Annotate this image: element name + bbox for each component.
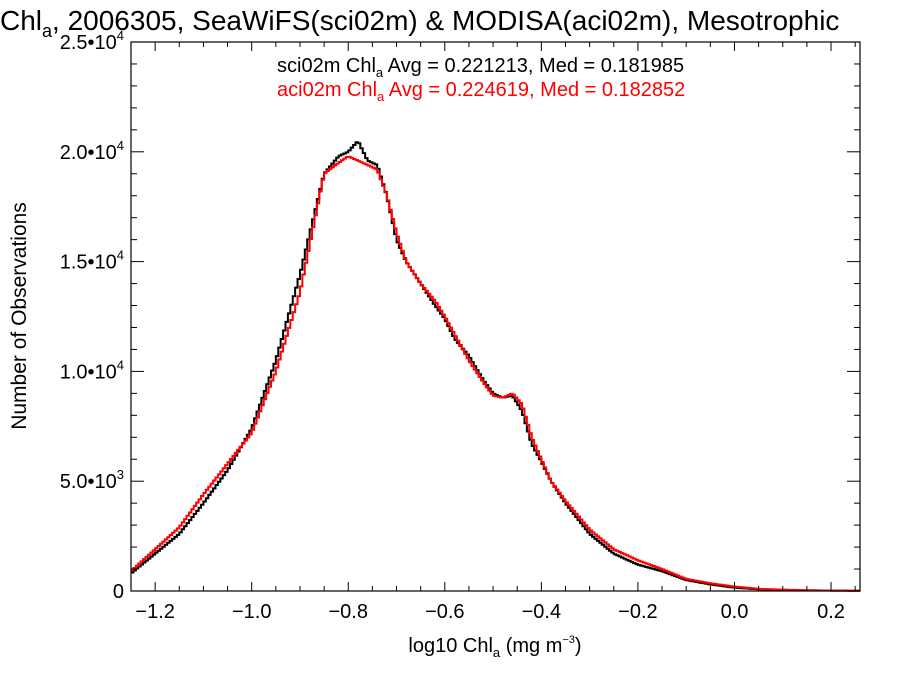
annotations-layer: sci02m Chla Avg = 0.221213, Med = 0.1819… (277, 55, 685, 104)
y-tick-label: 2.0•104 (60, 138, 124, 164)
series-line-sci02m (131, 141, 860, 592)
plot-frame (130, 41, 861, 592)
x-tick-label: 0.0 (721, 601, 749, 623)
x-axis-label: log10 Chla (mg m−3) (408, 634, 581, 660)
y-tick-label: 5.0•103 (60, 467, 124, 493)
x-tick-label: −1.0 (232, 601, 271, 623)
y-tick-label: 2.5•104 (60, 28, 124, 54)
ticks-layer: −1.2 −1.0 −0.8 −0.6 −0.4 −0.2 0.0 0.2 0 5.0•103 1.… (60, 28, 860, 623)
x-tick-label: −1.2 (135, 601, 174, 623)
legend-text-sci02m: sci02m Chla Avg = 0.221213, Med = 0.1819… (277, 55, 684, 80)
series-layer (131, 141, 860, 592)
x-tick-label: −0.8 (329, 601, 368, 623)
x-tick-label: −0.6 (425, 601, 464, 623)
y-tick-label: 1.0•104 (60, 357, 124, 383)
y-tick-label: 0 (113, 581, 124, 603)
y-axis-label: Number of Observations (8, 202, 31, 430)
series-line-aci02m (131, 155, 860, 592)
legend-text-aci02m: aci02m Chla Avg = 0.224619, Med = 0.1828… (277, 79, 685, 104)
x-tick-label: −0.4 (522, 601, 561, 623)
y-tick-label: 1.5•104 (60, 248, 124, 274)
chart-title: Chla, 2006305, SeaWiFS(sci02m) & MODISA(… (0, 5, 839, 41)
x-tick-label: −0.2 (618, 601, 657, 623)
x-tick-label: 0.2 (817, 601, 845, 623)
